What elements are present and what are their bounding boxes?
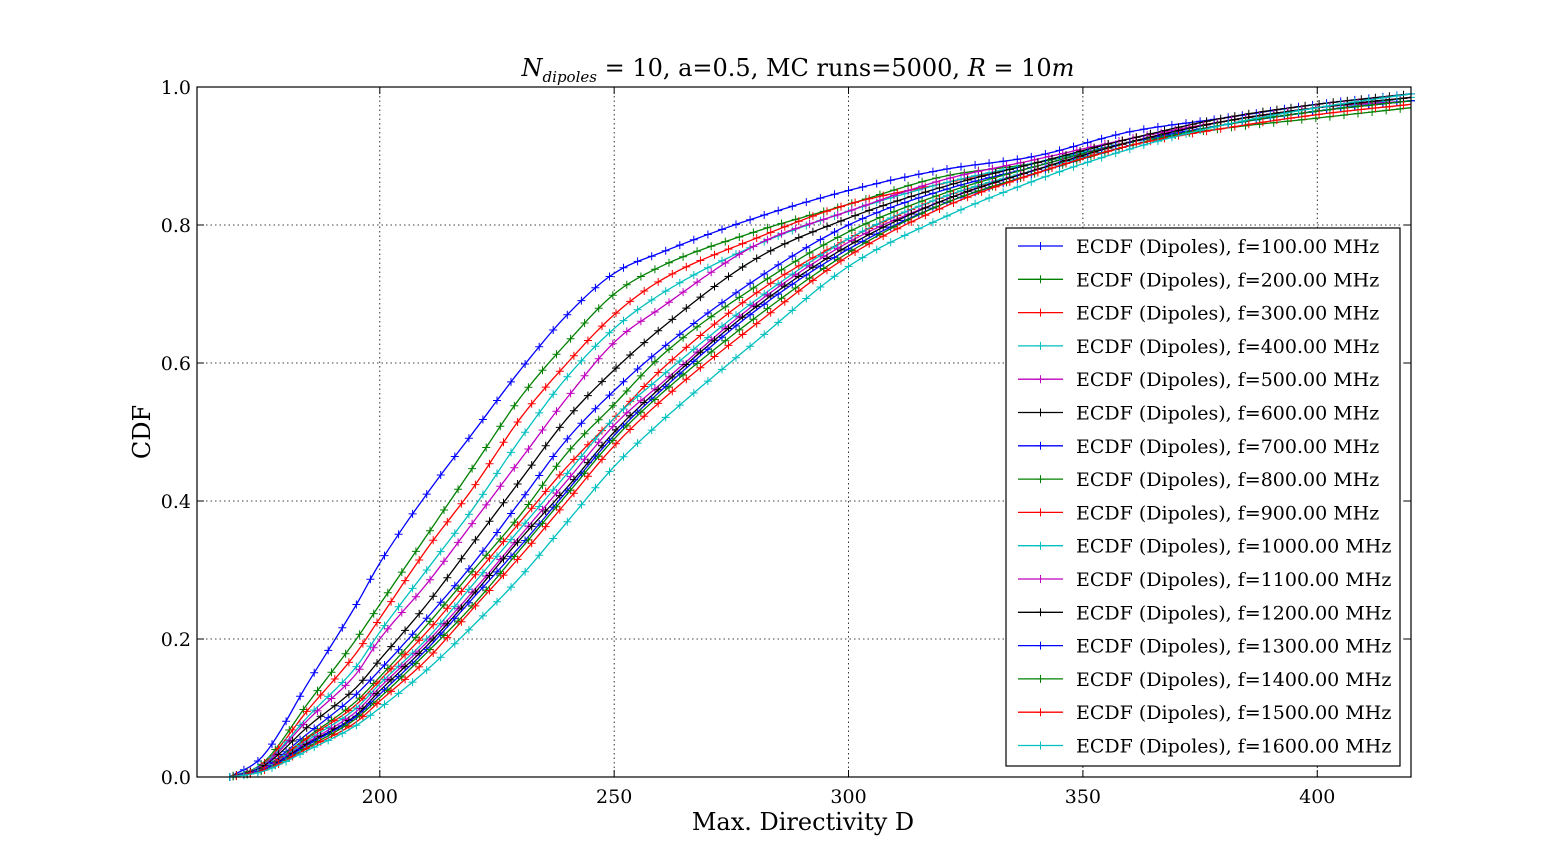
title-rest-1: = 10, a=0.5, MC runs=5000, xyxy=(597,54,968,82)
legend: ECDF (Dipoles), f=100.00 MHz ECDF (Dipole… xyxy=(1005,227,1401,767)
legend-marker-swatch xyxy=(1036,242,1045,250)
title-main: N xyxy=(521,54,544,82)
x-tick-label: 350 xyxy=(1065,786,1101,808)
legend-marker-swatch xyxy=(1036,475,1045,484)
legend-marker-swatch xyxy=(1036,308,1045,317)
legend-item: ECDF (Dipoles), f=300.00 MHz xyxy=(1018,303,1379,325)
legend-item: ECDF (Dipoles), f=200.00 MHz xyxy=(1018,269,1379,291)
legend-label: ECDF (Dipoles), f=1000.00 MHz xyxy=(1076,536,1391,558)
axis-ticks: 200 250 300 350 400 0.0 0.2 0.4 0.6 0.8 1.0 xyxy=(161,77,1411,808)
legend-item: ECDF (Dipoles), f=600.00 MHz xyxy=(1018,403,1379,425)
legend-item: ECDF (Dipoles), f=500.00 MHz xyxy=(1018,369,1379,391)
title-var: R xyxy=(967,54,986,82)
y-tick-label: 0.0 xyxy=(161,767,191,789)
legend-item: ECDF (Dipoles), f=1000.00 MHz xyxy=(1018,536,1391,558)
x-tick-label: 300 xyxy=(830,786,866,808)
legend-label: ECDF (Dipoles), f=300.00 MHz xyxy=(1076,303,1379,325)
legend-marker-swatch xyxy=(1036,408,1045,417)
legend-label: ECDF (Dipoles), f=700.00 MHz xyxy=(1076,436,1379,458)
plot-area-frame xyxy=(196,86,1412,778)
legend-item: ECDF (Dipoles), f=1100.00 MHz xyxy=(1018,569,1391,591)
legend-marker-swatch xyxy=(1036,275,1045,284)
y-tick-label: 0.4 xyxy=(161,491,191,513)
legend-marker-swatch xyxy=(1036,608,1045,617)
legend-marker-swatch xyxy=(1036,575,1045,583)
legend-marker-swatch xyxy=(1036,375,1045,384)
title-subscript: dipoles xyxy=(543,68,598,86)
legend-marker-swatch xyxy=(1036,708,1045,717)
legend-marker-swatch xyxy=(1036,541,1045,550)
legend-label: ECDF (Dipoles), f=800.00 MHz xyxy=(1076,469,1379,491)
legend-item: ECDF (Dipoles), f=100.00 MHz xyxy=(1018,236,1379,258)
y-tick-label: 0.2 xyxy=(161,629,191,651)
legend-item: ECDF (Dipoles), f=1200.00 MHz xyxy=(1018,602,1391,624)
legend-item: ECDF (Dipoles), f=800.00 MHz xyxy=(1018,469,1379,491)
legend-label: ECDF (Dipoles), f=900.00 MHz xyxy=(1076,502,1379,524)
y-axis-label: CDF xyxy=(128,405,156,459)
legend-item: ECDF (Dipoles), f=1500.00 MHz xyxy=(1018,702,1391,724)
legend-item: ECDF (Dipoles), f=900.00 MHz xyxy=(1018,502,1379,524)
x-tick-label: 200 xyxy=(362,786,398,808)
legend-label: ECDF (Dipoles), f=1300.00 MHz xyxy=(1076,636,1391,658)
legend-label: ECDF (Dipoles), f=1600.00 MHz xyxy=(1076,736,1391,758)
legend-item: ECDF (Dipoles), f=700.00 MHz xyxy=(1018,436,1379,458)
legend-label: ECDF (Dipoles), f=500.00 MHz xyxy=(1076,369,1379,391)
y-tick-label: 0.6 xyxy=(161,353,191,375)
legend-item: ECDF (Dipoles), f=400.00 MHz xyxy=(1018,336,1379,358)
legend-label: ECDF (Dipoles), f=1500.00 MHz xyxy=(1076,702,1391,724)
legend-item: ECDF (Dipoles), f=1600.00 MHz xyxy=(1018,736,1391,758)
y-tick-label: 1.0 xyxy=(161,77,191,99)
legend-marker-swatch xyxy=(1036,441,1045,450)
legend-marker-swatch xyxy=(1036,641,1045,650)
legend-item: ECDF (Dipoles), f=1400.00 MHz xyxy=(1018,669,1391,691)
x-axis-label: Max. Directivity D xyxy=(692,808,914,836)
title-unit: m xyxy=(1052,54,1075,82)
legend-label: ECDF (Dipoles), f=400.00 MHz xyxy=(1076,336,1379,358)
y-tick-label: 0.8 xyxy=(161,215,191,237)
chart-title: Ndipoles = 10, a=0.5, MC runs=5000, R = … xyxy=(521,54,1075,86)
data-series xyxy=(225,89,1415,781)
x-tick-label: 250 xyxy=(596,786,632,808)
legend-label: ECDF (Dipoles), f=1400.00 MHz xyxy=(1076,669,1391,691)
title-rest-2: = 10 xyxy=(986,54,1052,82)
series-line xyxy=(229,93,1412,778)
legend-item: ECDF (Dipoles), f=1300.00 MHz xyxy=(1018,636,1391,658)
legend-label: ECDF (Dipoles), f=200.00 MHz xyxy=(1076,269,1379,291)
legend-marker-swatch xyxy=(1036,341,1045,350)
legend-marker-swatch xyxy=(1036,741,1045,750)
x-tick-label: 400 xyxy=(1299,786,1335,808)
legend-label: ECDF (Dipoles), f=100.00 MHz xyxy=(1076,236,1379,258)
legend-marker-swatch xyxy=(1036,674,1045,683)
legend-box xyxy=(1005,227,1401,767)
legend-label: ECDF (Dipoles), f=1100.00 MHz xyxy=(1076,569,1391,591)
legend-label: ECDF (Dipoles), f=600.00 MHz xyxy=(1076,403,1379,425)
legend-label: ECDF (Dipoles), f=1200.00 MHz xyxy=(1076,602,1391,624)
legend-marker-swatch xyxy=(1036,508,1045,517)
